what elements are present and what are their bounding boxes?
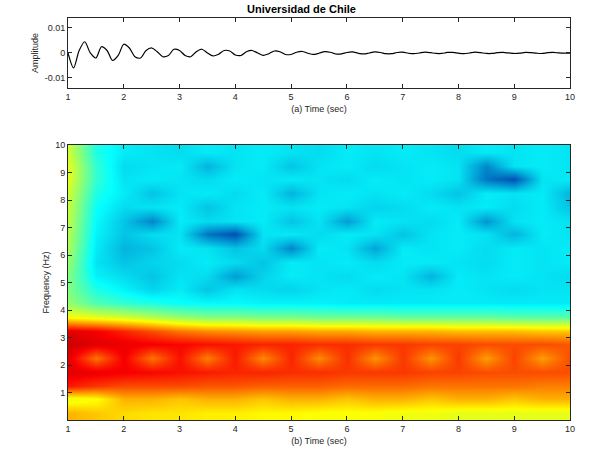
svg-text:8: 8	[60, 195, 65, 205]
svg-text:9: 9	[60, 168, 65, 178]
svg-text:7: 7	[400, 424, 405, 434]
svg-text:7: 7	[400, 92, 405, 102]
svg-text:5: 5	[289, 92, 294, 102]
svg-text:10: 10	[565, 424, 575, 434]
svg-text:4: 4	[233, 424, 238, 434]
svg-text:4: 4	[233, 92, 238, 102]
svg-text:1: 1	[65, 424, 70, 434]
svg-text:-0.01: -0.01	[45, 73, 66, 83]
svg-text:(b) Time (sec): (b) Time (sec)	[291, 436, 347, 446]
svg-text:4: 4	[60, 305, 65, 315]
svg-text:10: 10	[55, 140, 65, 150]
svg-text:6: 6	[344, 424, 349, 434]
svg-text:9: 9	[512, 424, 517, 434]
svg-text:10: 10	[565, 92, 575, 102]
svg-text:2: 2	[121, 424, 126, 434]
svg-text:5: 5	[289, 424, 294, 434]
svg-text:8: 8	[456, 92, 461, 102]
svg-text:3: 3	[60, 333, 65, 343]
svg-text:(a) Time (sec): (a) Time (sec)	[291, 104, 347, 114]
svg-text:2: 2	[60, 360, 65, 370]
svg-text:1: 1	[65, 92, 70, 102]
svg-text:2: 2	[121, 92, 126, 102]
svg-text:6: 6	[60, 250, 65, 260]
svg-text:Frequency (Hz): Frequency (Hz)	[41, 252, 51, 314]
svg-text:Universidad de Chile: Universidad de Chile	[247, 3, 356, 15]
svg-text:0.01: 0.01	[48, 23, 66, 33]
svg-text:7: 7	[60, 223, 65, 233]
svg-text:3: 3	[177, 92, 182, 102]
svg-text:0: 0	[60, 48, 65, 58]
svg-text:9: 9	[512, 92, 517, 102]
svg-text:Amplitude: Amplitude	[30, 33, 40, 73]
svg-text:5: 5	[60, 278, 65, 288]
svg-text:6: 6	[344, 92, 349, 102]
svg-text:8: 8	[456, 424, 461, 434]
svg-text:1: 1	[60, 388, 65, 398]
svg-text:3: 3	[177, 424, 182, 434]
